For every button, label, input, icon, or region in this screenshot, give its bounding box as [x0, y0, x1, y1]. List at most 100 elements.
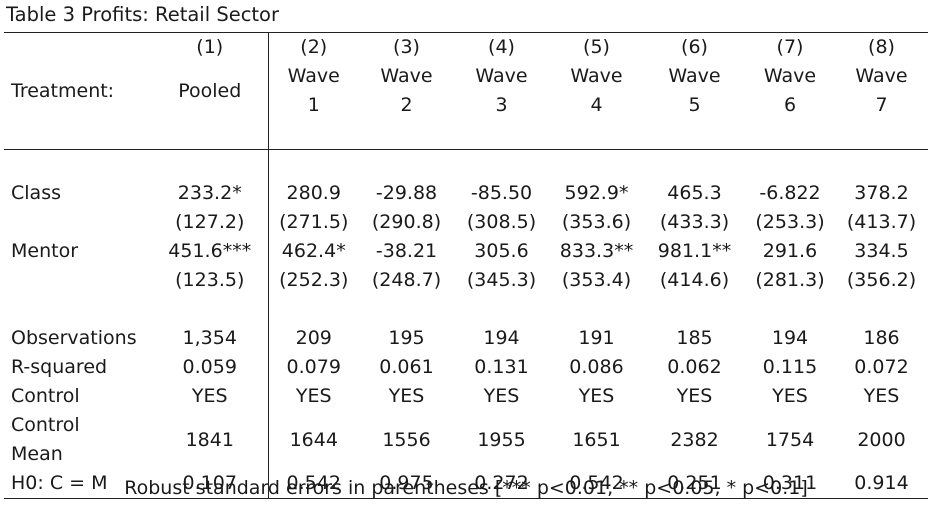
coefficient-cell: 465.3: [667, 182, 722, 204]
spacer-cell: [4, 150, 152, 180]
regression-table: (1) (2) (3) (4) (5) (6) (7) (8) Treatment: Pooled…: [4, 32, 928, 499]
column-name-line1: Wave: [267, 62, 359, 91]
coefficient-cell: 462.4*: [267, 237, 359, 266]
std-error-cell: (123.5): [175, 269, 245, 291]
stat-cell: 0.059: [182, 356, 237, 378]
row-mentor-se: (123.5) (252.3) (248.7) (345.3) (353.4) (414.…: [4, 266, 928, 295]
coefficient-cell: 451.6***: [168, 240, 252, 262]
stat-cell: 1644: [267, 411, 359, 469]
stat-cell: YES: [483, 385, 520, 407]
row-r-squared: R-squared 0.059 0.079 0.061 0.131 0.086 0.062 0…: [4, 353, 928, 382]
column-number: (2): [267, 32, 359, 62]
column-name: Pooled: [178, 79, 242, 102]
std-error-cell: (353.6): [561, 211, 632, 233]
row-label-blank: [4, 208, 152, 237]
spacer-cell: [745, 150, 835, 180]
stat-cell: 194: [771, 327, 809, 349]
treatment-label: Treatment:: [11, 79, 115, 102]
row-control-mean-1: Control 1841 1644 1556 1955 1651 2382 1754 2000: [4, 411, 928, 469]
spacer-cell: [835, 120, 928, 150]
row-label: Control: [11, 414, 80, 436]
stat-cell: YES: [388, 385, 425, 407]
stat-cell: 0.072: [854, 356, 909, 378]
row-class-se: (127.2) (271.5) (290.8) (308.5) (353.6) (433.…: [4, 208, 928, 237]
coefficient-cell: 305.6: [474, 240, 529, 262]
std-error-cell: (433.3): [659, 211, 730, 233]
stat-cell: 0.542: [549, 469, 644, 499]
stat-cell: 0.542: [267, 469, 359, 499]
row-h0: H0: C = M 0.107 0.542 0.975 0.272 0.542 0.251 0…: [4, 469, 928, 499]
column-number: (7): [745, 32, 835, 62]
spacer-cell: [267, 295, 359, 324]
row-label: H0: C = M: [4, 469, 152, 499]
header-blank-cell: [4, 32, 152, 62]
coefficient-cell: -6.822: [759, 182, 821, 204]
row-mentor-coef: Mentor 451.6*** 462.4* -38.21 305.6 833.3** 98…: [4, 237, 928, 266]
column-name-line2: 3: [495, 94, 508, 116]
stat-cell: 2382: [670, 428, 719, 451]
spacer-cell: [454, 120, 549, 150]
stat-cell: 191: [578, 327, 615, 349]
spacer-cell: [549, 120, 644, 150]
stat-cell: YES: [191, 385, 228, 407]
stat-cell: 1754: [765, 428, 815, 451]
std-error-cell: (356.2): [846, 269, 917, 291]
row-label-blank: [4, 266, 152, 295]
std-error-cell: (253.3): [755, 211, 825, 233]
column-name-row-2: 1 2 3 4 5 6 7: [4, 91, 928, 120]
column-number: (5): [549, 32, 644, 62]
column-number-row: (1) (2) (3) (4) (5) (6) (7) (8): [4, 32, 928, 62]
spacer-cell: [152, 120, 268, 150]
column-number: (8): [835, 32, 928, 62]
stat-cell: 0.311: [745, 469, 835, 499]
column-name-line2: 1: [267, 91, 359, 120]
row-label-line2: Mean: [11, 443, 63, 465]
stat-cell: 186: [863, 327, 900, 349]
spacer-cell: [549, 295, 644, 324]
stat-cell: YES: [676, 385, 713, 407]
stat-cell: 0.975: [359, 469, 454, 499]
spacer-cell: [644, 150, 745, 180]
stat-cell: 1841: [185, 428, 234, 451]
stat-cell: 0.251: [644, 469, 745, 499]
stat-cell: 185: [676, 327, 713, 349]
spacer-cell: [745, 120, 835, 150]
std-error-cell: (281.3): [755, 269, 825, 291]
stat-cell: 1556: [382, 428, 431, 451]
spacer-cell: [835, 295, 928, 324]
spacer-row: [4, 149, 928, 180]
column-name-line1: Wave: [668, 65, 721, 87]
row-label: R-squared: [11, 356, 108, 378]
row-control-mean-2: Mean: [4, 440, 928, 469]
row-label: Control: [11, 385, 80, 407]
column-number: (1): [152, 32, 268, 62]
row-label: Mentor: [11, 240, 79, 262]
stat-cell: 0.086: [569, 356, 624, 378]
std-error-cell: (271.5): [267, 208, 359, 237]
header-rule-row: [4, 120, 928, 150]
column-name-row: Treatment: Pooled Wave Wave Wave Wave Wave Wave…: [4, 62, 928, 102]
coefficient-cell: 833.3**: [559, 240, 634, 262]
row-observations: Observations 1,354 209 195 194 191 185 194 186: [4, 324, 928, 353]
spacer-cell: [4, 295, 152, 324]
coefficient-cell: -38.21: [375, 240, 438, 262]
stat-cell: 0.272: [454, 469, 549, 499]
column-name-line1: Wave: [763, 65, 817, 87]
stat-cell: 209: [267, 324, 359, 353]
spacer-cell: [549, 150, 644, 180]
std-error-cell: (308.5): [466, 211, 537, 233]
coefficient-cell: 334.5: [854, 240, 909, 262]
stat-cell: 0.062: [667, 356, 722, 378]
std-error-cell: (345.3): [466, 269, 537, 291]
spacer-cell: [644, 120, 745, 150]
column-name-line2: 5: [688, 94, 701, 116]
std-error-cell: (290.8): [371, 211, 442, 233]
coefficient-cell: -85.50: [470, 182, 533, 204]
spacer-cell: [359, 150, 454, 180]
spacer-row: [4, 295, 928, 324]
coefficient-cell: 291.6: [762, 240, 818, 262]
std-error-cell: (252.3): [267, 266, 359, 295]
spacer-cell: [4, 120, 152, 150]
std-error-cell: (127.2): [175, 211, 245, 233]
stat-cell: 0.115: [762, 356, 818, 378]
